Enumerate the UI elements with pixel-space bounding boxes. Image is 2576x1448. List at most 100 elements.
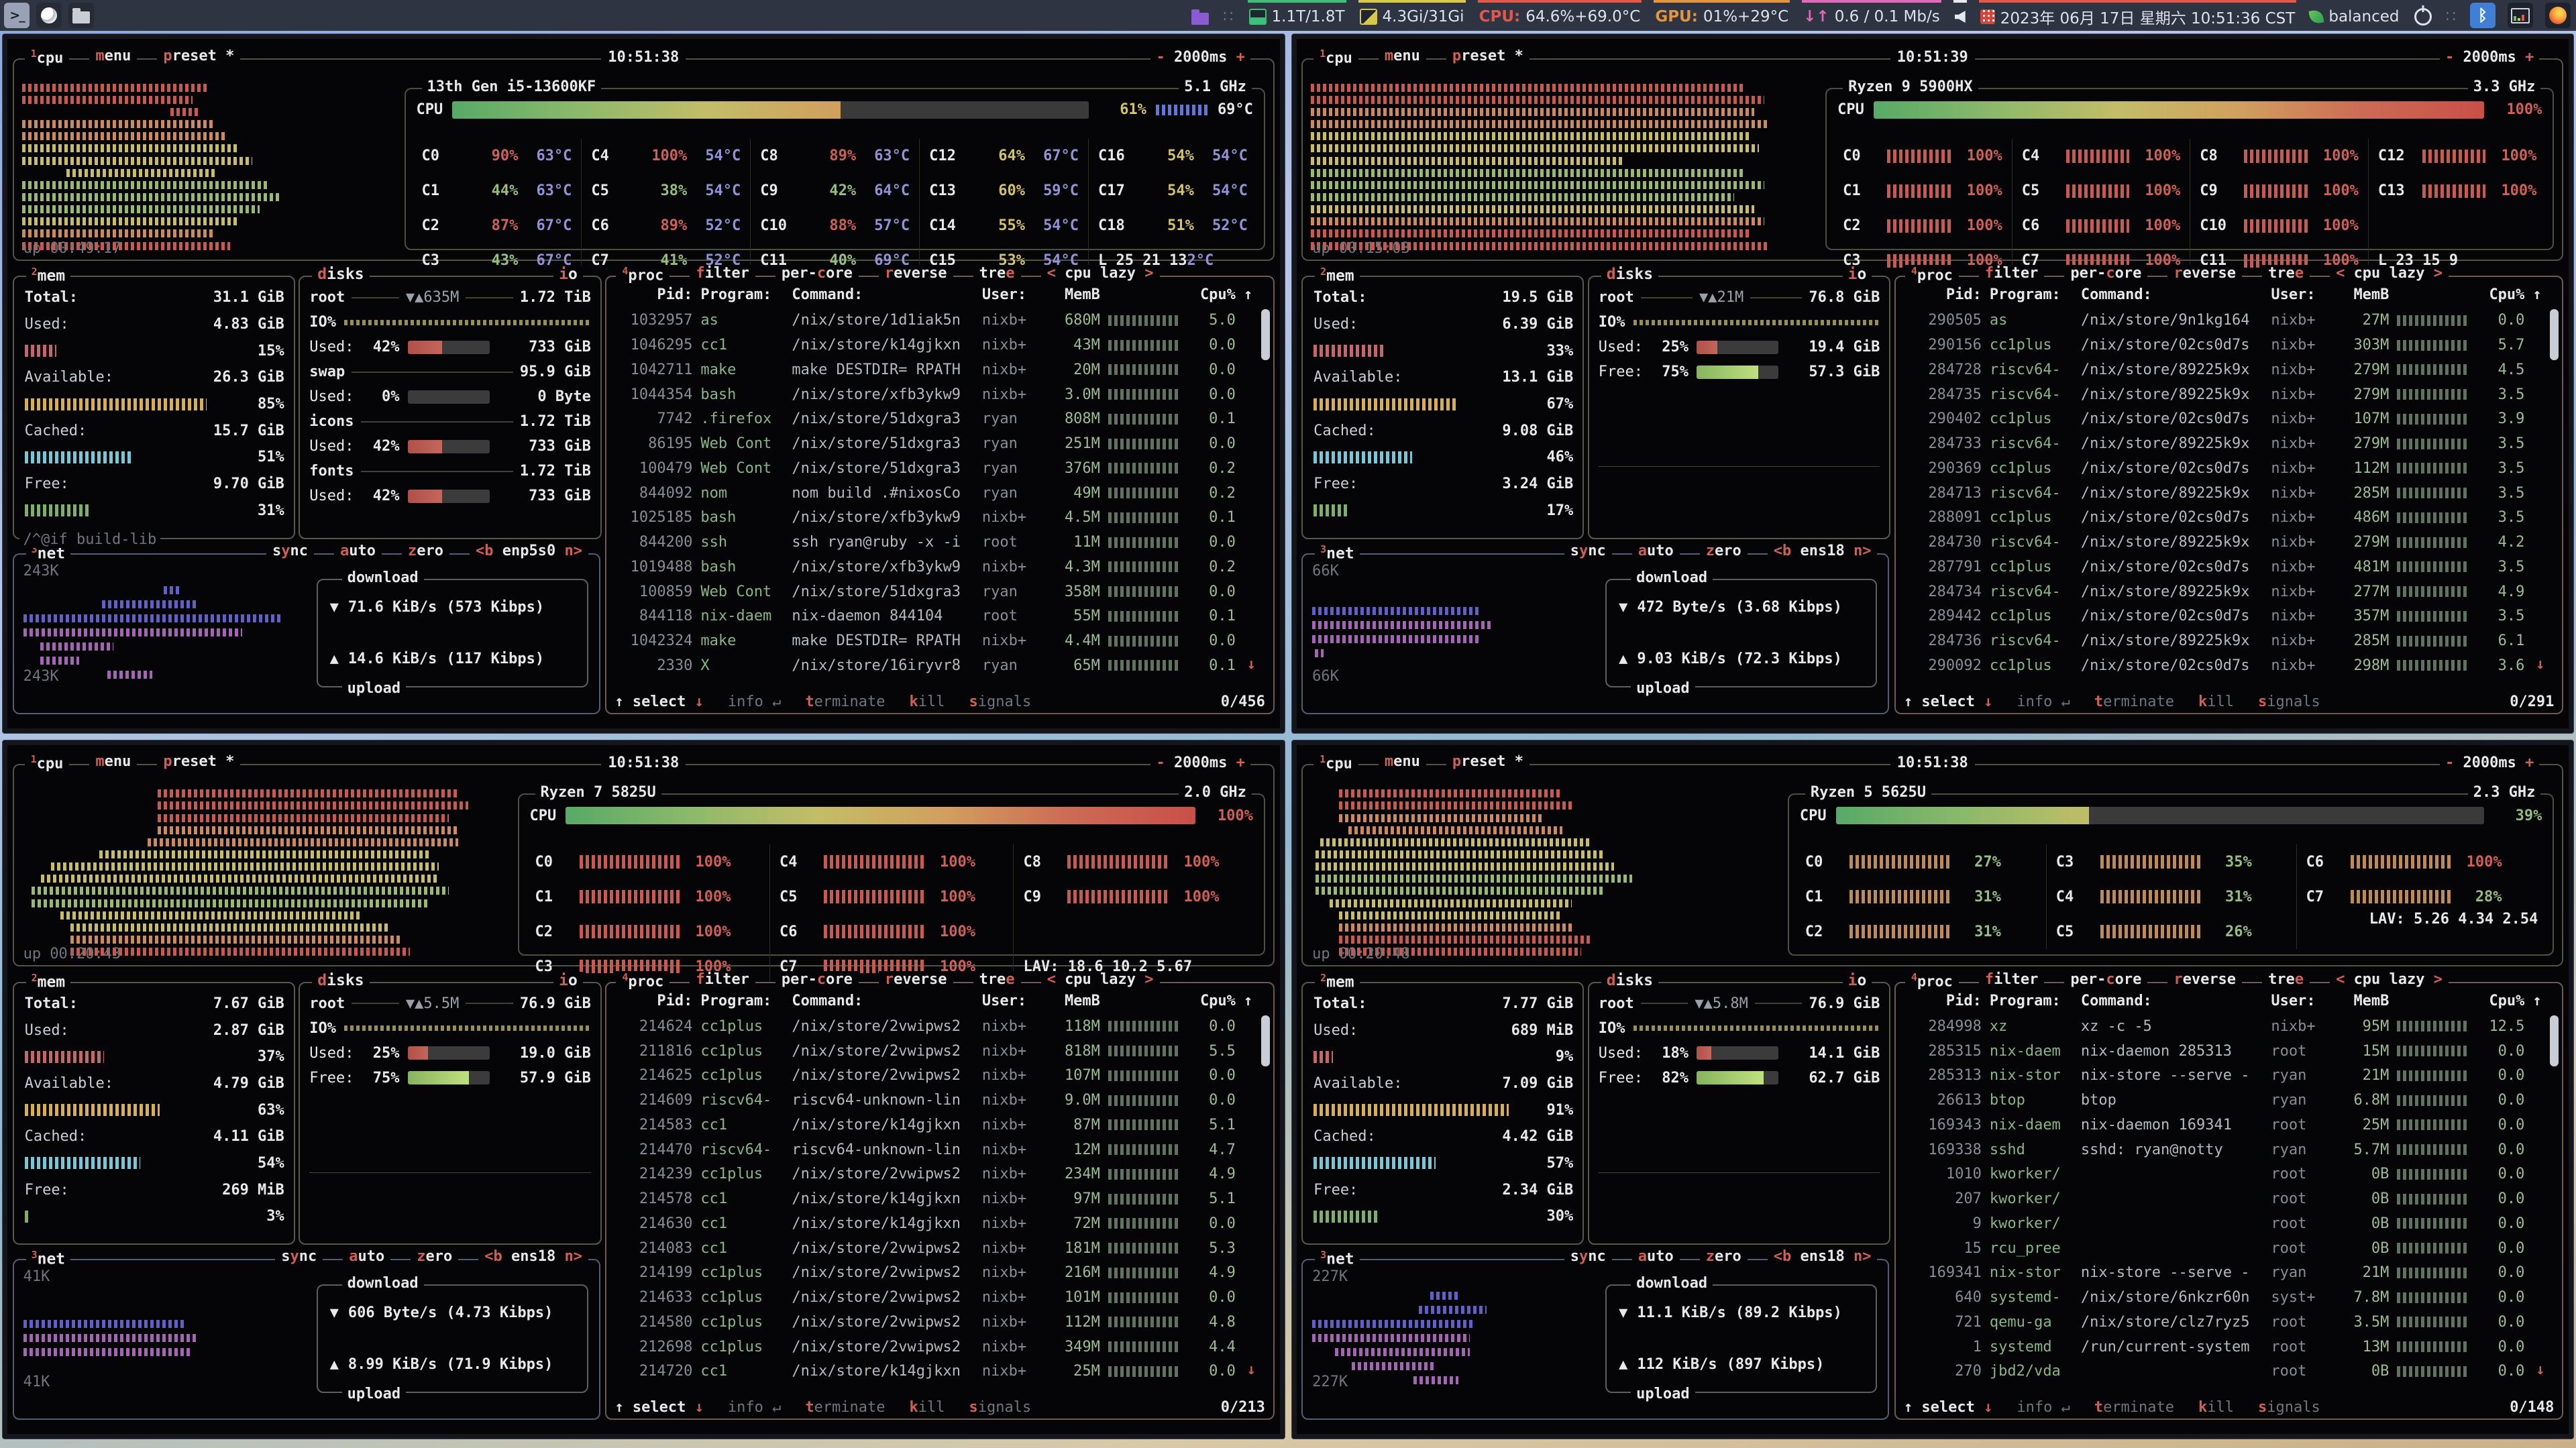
net-zero-toggle[interactable]: zero <box>1699 1248 1748 1265</box>
process-row[interactable]: 284733 riscv64-/nix/store/89225k9x nixb+ 27… <box>1928 435 2525 453</box>
select-action[interactable]: ↑ select ↓ <box>1903 1399 1993 1416</box>
process-row[interactable]: 9 kworker/root 0B 0.0 <box>1972 1215 2525 1232</box>
disks-box-title[interactable]: disks <box>312 971 370 989</box>
tab-proc[interactable]: 4proc <box>616 265 670 284</box>
tray-clock[interactable]: 2023年 06月 17日 星期六 10:51:36 CST <box>1978 0 2297 31</box>
tree-toggle[interactable]: tree <box>973 970 1021 991</box>
tray-network[interactable]: ↓↑ 0.6 / 0.1 Mb/s <box>1802 0 1941 31</box>
tray-volume[interactable] <box>1953 0 1967 31</box>
sort-selector[interactable]: < cpu lazy > <box>1040 265 1160 284</box>
net-auto-toggle[interactable]: auto <box>343 1248 391 1265</box>
process-row[interactable]: 211816 cc1plus/nix/store/2vwipws2 nixb+ 818… <box>639 1042 1236 1060</box>
process-row[interactable]: 100859 Web Cont/nix/store/51dxgra3 ryan 358… <box>639 583 1236 600</box>
process-row[interactable]: 290505 as/nix/store/9n1kg164 nixb+ 27M 0.0 <box>1928 312 2525 329</box>
process-row[interactable]: 214580 cc1plus/nix/store/2vwipws2 nixb+ 112… <box>639 1313 1236 1331</box>
memory-box-title[interactable]: 2mem <box>1315 971 1360 991</box>
tab-cpu[interactable]: 1cpu <box>1313 753 1358 773</box>
io-mode-toggle[interactable]: io <box>553 266 583 284</box>
process-row[interactable]: 844200 ssh ssh ryan@ruby -x -i root 11M 0.0 <box>639 534 1236 551</box>
process-row[interactable]: 287791 cc1plus/nix/store/02cs0d7s nixb+ 481… <box>1928 558 2525 575</box>
reverse-toggle[interactable]: reverse <box>2167 970 2243 991</box>
io-mode-toggle[interactable]: io <box>1842 971 1872 989</box>
tab-proc[interactable]: 4proc <box>1904 970 1959 991</box>
select-action[interactable]: ↑ select ↓ <box>614 693 704 710</box>
process-row[interactable]: 169338 sshd sshd: ryan@notty ryan 5.7M 0.0 <box>1928 1141 2525 1158</box>
info-action[interactable]: info ↵ <box>2017 1399 2070 1416</box>
process-row[interactable]: 214624 cc1plus/nix/store/2vwipws2 nixb+ 118… <box>639 1017 1236 1035</box>
taskbar-terminal-button[interactable]: >_ <box>4 3 30 28</box>
process-row[interactable]: 7742 .firefox/nix/store/51dxgra3 ryan 808M 0… <box>657 410 1236 428</box>
process-row[interactable]: 1025185 bash/nix/store/xfb3ykw9 nixb+ 4.5M 0… <box>630 509 1236 526</box>
monitor-button[interactable] <box>2508 3 2533 28</box>
net-sync-toggle[interactable]: sync <box>1564 1248 1612 1265</box>
process-row[interactable]: 285313 nix-stor nix-store --serve - ryan 21M… <box>1928 1067 2525 1084</box>
terminate-action[interactable]: terminate <box>805 693 885 710</box>
process-row[interactable]: 844118 nix-daem nix-daemon 844104 root 55M 0.… <box>639 608 1236 625</box>
preset-button[interactable]: preset * <box>157 753 241 773</box>
process-row[interactable]: 1 systemd/run/current-system root 13M 0.0 <box>1972 1338 2525 1355</box>
signals-action[interactable]: signals <box>2258 693 2320 710</box>
process-row[interactable]: 214239 cc1plus/nix/store/2vwipws2 nixb+ 234… <box>639 1166 1236 1183</box>
bluetooth-button[interactable]: ᛒ <box>2470 3 2496 28</box>
filter-button[interactable]: filter <box>1978 970 2045 991</box>
tab-proc[interactable]: 4proc <box>616 970 670 991</box>
filter-button[interactable]: filter <box>1978 265 2045 284</box>
process-row[interactable]: 86195 Web Cont/nix/store/51dxgra3 ryan 251M… <box>648 435 1236 453</box>
process-row[interactable]: 721 qemu-ga/nix/store/clz7ryz5 root 3.5M 0.0 <box>1955 1313 2525 1331</box>
per-core-toggle[interactable]: per-core <box>775 970 859 991</box>
process-row[interactable]: 2330 X/nix/store/16iryvr8 ryan 65M 0.1 <box>657 657 1236 674</box>
proc-scrollbar[interactable] <box>1260 1015 1270 1066</box>
net-auto-toggle[interactable]: auto <box>333 542 382 559</box>
process-row[interactable]: 26613 btop btop ryan 6.8M 0.0 <box>1937 1092 2525 1109</box>
kill-action[interactable]: kill <box>909 693 945 710</box>
process-row[interactable]: 169341 nix-stor nix-store --serve - ryan 21M… <box>1928 1264 2525 1282</box>
process-row[interactable]: 169343 nix-daem nix-daemon 169341 root 25M 0.… <box>1928 1116 2525 1133</box>
terminate-action[interactable]: terminate <box>805 1399 885 1416</box>
process-row[interactable]: 207 kworker/root 0B 0.0 <box>1955 1190 2525 1208</box>
process-row[interactable]: 214630 cc1/nix/store/k14gjkxn nixb+ 72M 0.0 <box>639 1215 1236 1232</box>
net-sync-toggle[interactable]: sync <box>275 1248 323 1265</box>
terminal-window-bottom-right[interactable]: 1cpu menu preset * 10:51:38 - 2000ms + u… <box>1291 739 2574 1439</box>
terminate-action[interactable]: terminate <box>2094 693 2175 710</box>
disks-box-title[interactable]: disks <box>312 266 370 284</box>
net-auto-toggle[interactable]: auto <box>1631 1248 1680 1265</box>
proc-scrollbar[interactable] <box>2550 1015 2559 1066</box>
net-interface-switch[interactable]: <b ens18 n> <box>1767 1248 1878 1265</box>
net-auto-toggle[interactable]: auto <box>1631 542 1680 559</box>
tray-power[interactable] <box>2413 0 2433 31</box>
tree-toggle[interactable]: tree <box>2262 265 2310 284</box>
menu-button[interactable]: menu <box>89 753 138 773</box>
process-row[interactable]: 284734 riscv64-/nix/store/89225k9x nixb+ 27… <box>1928 583 2525 600</box>
process-row[interactable]: 284728 riscv64-/nix/store/89225k9x nixb+ 27… <box>1928 361 2525 378</box>
sort-selector[interactable]: < cpu lazy > <box>2330 970 2449 991</box>
process-row[interactable]: 284730 riscv64-/nix/store/89225k9x nixb+ 27… <box>1928 534 2525 551</box>
taskbar-browser-button[interactable] <box>36 3 62 28</box>
reverse-toggle[interactable]: reverse <box>2167 265 2243 284</box>
terminal-window-top-left[interactable]: 1cpu menu preset * 10:51:38 - 2000ms + u… <box>2 34 1285 734</box>
process-row[interactable]: 15 rcu_pree root 0B 0.0 <box>1964 1239 2525 1257</box>
net-interface-switch[interactable]: <b enp5s0 n> <box>469 542 588 559</box>
net-interface-switch[interactable]: <b ens18 n> <box>478 1248 588 1265</box>
process-row[interactable]: 214578 cc1/nix/store/k14gjkxn nixb+ 97M 5.1 <box>639 1190 1236 1208</box>
select-action[interactable]: ↑ select ↓ <box>614 1399 704 1416</box>
sort-selector[interactable]: < cpu lazy > <box>2330 265 2449 284</box>
tree-toggle[interactable]: tree <box>2262 970 2310 991</box>
signals-action[interactable]: signals <box>2258 1399 2320 1416</box>
tray-disk-usage[interactable]: 1.1T/1.8T <box>1247 0 1346 31</box>
preset-button[interactable]: preset * <box>1446 47 1529 67</box>
menu-button[interactable]: menu <box>1378 753 1426 773</box>
firefox-button[interactable] <box>2545 3 2571 28</box>
process-row[interactable]: 288091 cc1plus/nix/store/02cs0d7s nixb+ 486… <box>1928 509 2525 526</box>
info-action[interactable]: info ↵ <box>727 1399 782 1416</box>
filter-button[interactable]: filter <box>690 970 755 991</box>
tab-cpu[interactable]: 1cpu <box>1313 47 1358 67</box>
preset-button[interactable]: preset * <box>1446 753 1529 773</box>
process-row[interactable]: 214083 cc1/nix/store/2vwipws2 nixb+ 181M 5.3 <box>639 1239 1236 1257</box>
network-box-title[interactable]: 3net <box>1315 543 1360 563</box>
net-interface-switch[interactable]: <b ens18 n> <box>1767 542 1878 559</box>
process-row[interactable]: 290156 cc1plus/nix/store/02cs0d7s nixb+ 303… <box>1928 337 2525 354</box>
process-row[interactable]: 212698 cc1plus/nix/store/2vwipws2 nixb+ 349… <box>639 1338 1236 1355</box>
per-core-toggle[interactable]: per-core <box>2064 265 2148 284</box>
process-row[interactable]: 1042324 make make DESTDIR= RPATH nixb+ 4.4M 0… <box>630 632 1236 649</box>
process-row[interactable]: 290369 cc1plus/nix/store/02cs0d7s nixb+ 112… <box>1928 459 2525 477</box>
